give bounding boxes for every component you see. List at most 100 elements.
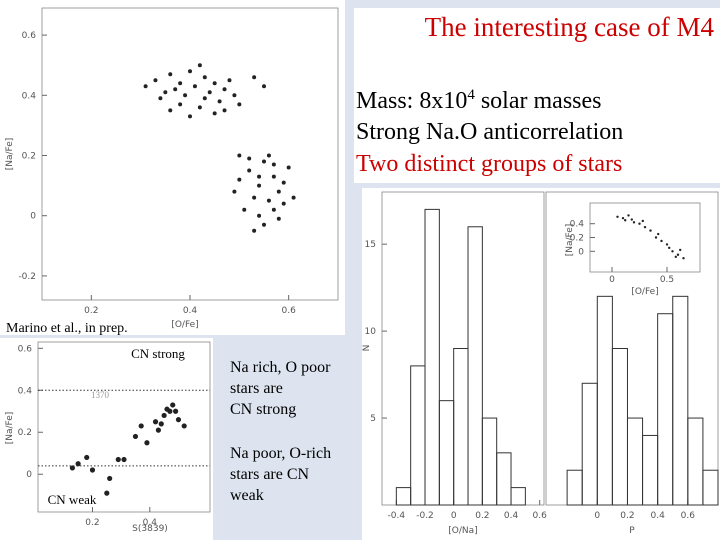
point: [115, 456, 121, 463]
point: [207, 90, 212, 95]
point: [252, 228, 257, 233]
exponent: 4: [467, 87, 475, 103]
text: solar masses: [475, 88, 602, 114]
point: [104, 490, 110, 496]
point: [630, 218, 633, 221]
point: [222, 87, 227, 92]
point: [167, 408, 173, 414]
point: [158, 421, 164, 427]
y-tick-label: 0.4: [18, 386, 33, 396]
point: [155, 427, 161, 433]
point: [173, 408, 179, 414]
point: [188, 114, 192, 119]
point: [621, 216, 625, 220]
point: [257, 183, 262, 188]
y-tick-label: 0.6: [18, 344, 33, 354]
inset-background: [568, 195, 708, 292]
point: [144, 440, 150, 446]
bullet: Two distinct groups of stars: [356, 151, 622, 177]
y-axis-label: N: [362, 345, 372, 352]
point: [276, 216, 281, 221]
point: [75, 461, 81, 467]
point: [181, 423, 187, 429]
note-line: stars are CN: [230, 466, 310, 483]
note-line: Na poor, O-rich: [230, 445, 331, 462]
point: [107, 475, 113, 482]
point: [674, 255, 677, 259]
text-panel: [354, 8, 720, 183]
point: [643, 225, 647, 229]
y-axis-label: [Na/Fe]: [5, 138, 15, 171]
point: [266, 198, 271, 203]
point: [281, 180, 286, 185]
point: [679, 248, 682, 252]
note-line: CN strong: [230, 401, 296, 418]
point: [197, 105, 202, 110]
point: [657, 232, 660, 236]
point: [286, 165, 291, 170]
plot: 0.2 0.4 0.6 -0.2 0 0.2 0.4 0.6 [O/Fe] [Na/Fe]: [5, 7, 339, 330]
x-tick-label: 0.2: [84, 306, 98, 316]
point: [668, 246, 671, 250]
bullet: Strong Na.O anticorrelation: [356, 119, 623, 145]
y-tick-label: 0.4: [570, 220, 585, 230]
x-tick-label: 0.6: [681, 511, 696, 521]
point: [627, 214, 630, 217]
bar: [510, 487, 526, 506]
x-tick-label: 0.2: [620, 511, 634, 521]
y-tick-label: 15: [365, 240, 376, 250]
y-tick-label: 0: [30, 212, 36, 222]
point: [202, 75, 207, 80]
point: [192, 84, 197, 89]
bar: [467, 226, 483, 506]
point: [121, 456, 127, 463]
point: [212, 81, 217, 86]
mass-line: Mass: 8x104 solar masses: [356, 87, 602, 114]
x-tick-label: 0.6: [533, 511, 548, 521]
point: [178, 81, 183, 86]
x-tick-label: -0.2: [416, 511, 434, 521]
bar: [496, 452, 512, 506]
y-tick-label: 10: [365, 327, 377, 337]
point: [252, 195, 257, 200]
point: [222, 108, 227, 113]
point: [641, 219, 644, 223]
annotation: CN weak: [48, 492, 97, 507]
point: [132, 433, 139, 440]
point: [232, 189, 237, 194]
y-tick-label: 0: [578, 247, 584, 257]
x-axis-label: [O/Na]: [448, 526, 477, 536]
point: [262, 84, 266, 89]
x-tick-label: 0.4: [650, 511, 665, 521]
point: [152, 419, 159, 425]
x-tick-label: 0.4: [143, 518, 158, 528]
bar: [672, 295, 689, 506]
point: [671, 250, 674, 253]
point: [237, 153, 242, 158]
point: [217, 99, 222, 104]
x-tick-label: 0.2: [85, 518, 99, 528]
point: [262, 159, 266, 164]
point: [276, 189, 281, 194]
x-tick-label: 0.4: [183, 306, 198, 316]
x-tick-label: 0.2: [475, 511, 489, 521]
y-tick-label: 0: [26, 470, 32, 480]
point: [173, 87, 178, 92]
point: [84, 454, 90, 461]
point: [232, 93, 237, 98]
y-axis-label: [Na/Fe]: [5, 412, 15, 445]
point: [654, 236, 658, 239]
y-tick-label: 0.4: [22, 91, 37, 101]
x-axis-label: [O/Fe]: [171, 320, 198, 330]
y-tick-label: 0.2: [18, 428, 32, 438]
point: [175, 417, 182, 423]
point: [237, 177, 242, 182]
figure-panel: [0, 0, 345, 335]
plot: 0.2 0.4 0 0.2 0.4 0.6 S(3839) [Na/Fe] CN strong C…: [5, 341, 211, 534]
point: [271, 174, 276, 179]
plots: 0.2 0.4 0.6-0.200.20.40.6[O/Fe][Na/Fe]0.2 0…: [5, 7, 719, 536]
bar: [424, 208, 440, 506]
point: [178, 102, 183, 107]
point: [143, 84, 148, 89]
note-line: stars are: [230, 380, 283, 397]
